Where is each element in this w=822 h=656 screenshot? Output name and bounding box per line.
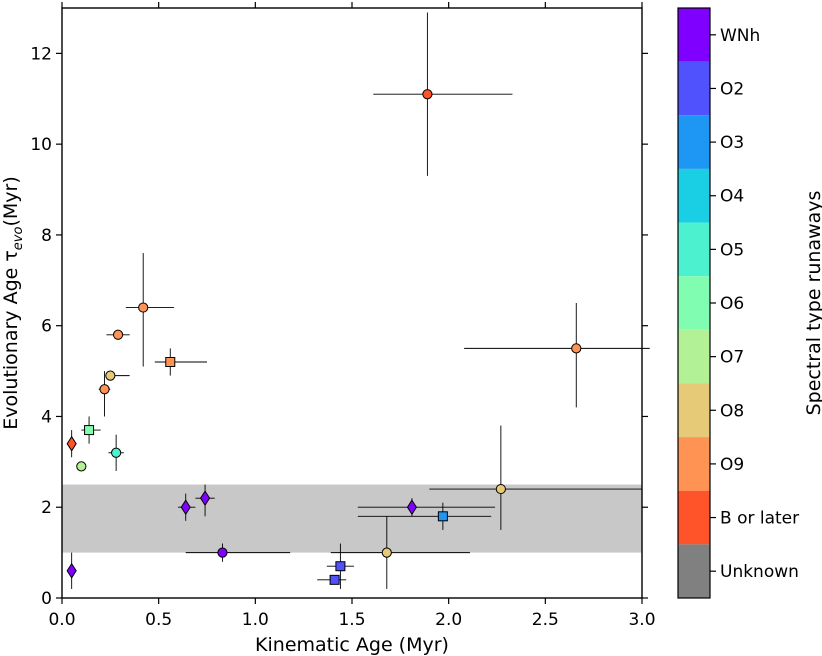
y-axis-ticks: 0 2 4 6 8 10 12 — [30, 44, 648, 609]
data-point-circle — [217, 547, 228, 558]
x-tick-label: 1.0 — [242, 610, 269, 630]
colorbar-swatch — [678, 168, 710, 223]
colorbar-swatch — [678, 8, 710, 62]
colorbar-tick-label: O8 — [720, 401, 744, 421]
data-point-square — [329, 574, 340, 585]
data-point-square — [437, 511, 448, 522]
colorbar-label: Spectral type runaways — [803, 191, 822, 416]
x-tick-label: 2.0 — [435, 610, 462, 630]
data-point-circle — [571, 343, 582, 354]
colorbar-swatch — [678, 115, 710, 169]
y-axis-label-sub: evo — [11, 226, 26, 250]
colorbar-swatch — [678, 61, 710, 116]
data-points — [66, 89, 582, 585]
data-point-circle — [99, 384, 110, 395]
colorbar-tick-label: O6 — [720, 294, 744, 314]
colorbar-swatch — [678, 276, 710, 330]
data-point-circle — [422, 89, 433, 100]
x-tick-label: 1.5 — [338, 610, 365, 630]
y-tick-label: 4 — [41, 407, 52, 427]
colorbar-tick-label: O5 — [720, 240, 744, 260]
x-axis-label: Kinematic Age (Myr) — [255, 634, 449, 656]
colorbar-swatch — [678, 490, 710, 545]
y-tick-label: 2 — [41, 498, 52, 518]
data-point-circle — [495, 483, 506, 495]
data-point-diamond — [406, 499, 418, 516]
data-point-diamond — [180, 499, 191, 516]
data-point-square — [84, 425, 95, 436]
data-point-circle — [138, 302, 149, 313]
x-tick-label: 0.0 — [48, 610, 75, 630]
y-tick-label: 6 — [41, 317, 52, 337]
colorbar-swatch — [678, 222, 710, 277]
colorbar-tick-label: O9 — [720, 455, 744, 475]
colorbar-tick-label: O7 — [720, 348, 744, 368]
x-axis-ticks: 0.0 0.5 1.0 1.5 2.0 2.5 3.0 — [48, 2, 656, 630]
colorbar-tick-label: Unknown — [720, 562, 799, 582]
data-point-circle — [105, 370, 116, 381]
data-point-diamond — [66, 435, 77, 452]
data-point-square — [165, 357, 176, 367]
data-point-square — [335, 561, 346, 572]
colorbar-swatch — [678, 544, 710, 598]
colorbar-swatch — [678, 437, 710, 491]
shaded-band — [62, 484, 642, 553]
data-point-diamond — [199, 490, 211, 507]
colorbar-swatch — [678, 383, 710, 438]
y-tick-label: 10 — [30, 135, 52, 155]
colorbar-frame — [677, 7, 711, 599]
x-tick-label: 3.0 — [628, 610, 655, 630]
y-tick-label: 8 — [41, 226, 52, 246]
colorbar-swatch — [678, 329, 710, 384]
x-tick-label: 2.5 — [532, 610, 559, 630]
colorbar-tick-label: WNh — [720, 26, 760, 46]
colorbar: WNh O2 O3 O4 O5 O6 O7 O8 O9 B or later Unknown — [677, 7, 799, 599]
data-point-diamond — [66, 562, 77, 579]
y-axis-label-unit: (Myr) — [0, 176, 22, 226]
y-axis-label: Evolutionary Age τevo(Myr) — [0, 176, 26, 430]
y-tick-label: 12 — [30, 44, 52, 64]
data-point-circle — [112, 329, 124, 340]
colorbar-tick-label: O4 — [720, 187, 744, 207]
colorbar-tick-label: O3 — [720, 133, 744, 153]
colorbar-tick-label: B or later — [720, 509, 799, 529]
data-point-circle — [76, 461, 87, 472]
x-tick-label: 0.5 — [145, 610, 172, 630]
data-point-circle — [111, 447, 122, 458]
y-tick-label: 0 — [41, 589, 52, 609]
colorbar-tick-label: O2 — [720, 79, 744, 99]
y-axis-label-main: Evolutionary Age τ — [0, 250, 22, 430]
data-point-circle — [381, 547, 392, 558]
